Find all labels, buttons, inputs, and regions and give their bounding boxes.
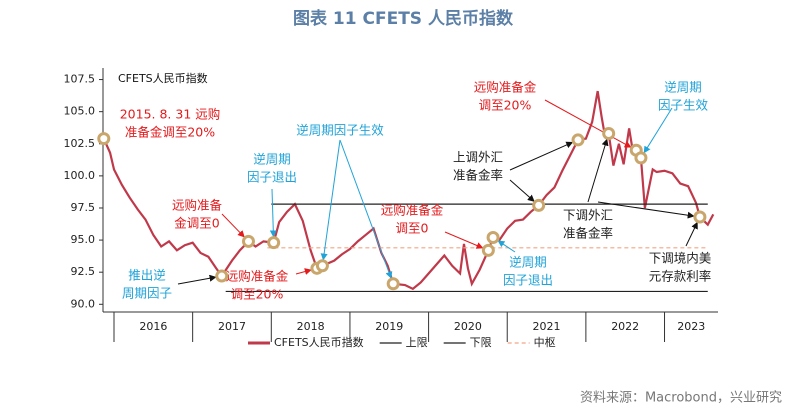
- annotation-arrow: [320, 139, 341, 261]
- event-marker: [215, 269, 229, 283]
- source: 资料来源：Macrobond，兴业研究: [580, 391, 782, 406]
- annotation-arrow: [643, 107, 673, 154]
- annotation-arrow: [597, 201, 695, 219]
- x-tick-label: 2021: [533, 320, 561, 333]
- annotation-text: 逆周期因子生效: [296, 123, 384, 138]
- annotation-text: 逆周期: [253, 152, 291, 167]
- annotation-text: 远购准备金: [226, 269, 289, 284]
- annotation-text: 下调外汇: [563, 208, 613, 223]
- y-tick-label: 92.5: [71, 265, 96, 278]
- legend-label: CFETS人民币指数: [274, 335, 364, 349]
- event-marker: [267, 236, 281, 250]
- annotation-text: 元存款利率: [649, 269, 712, 284]
- x-tick-label: 2017: [218, 320, 246, 333]
- annotation-arrow: [269, 188, 277, 238]
- annotation-text: 周期因子: [122, 286, 172, 301]
- x-tick-label: 2019: [375, 320, 403, 333]
- y-tick-label: 90.0: [71, 297, 96, 310]
- annotation-text: 远购准备: [172, 198, 223, 213]
- y-tick-label: 107.5: [64, 73, 96, 86]
- annotation-text: 因子生效: [658, 98, 709, 113]
- annotation-text: 逆周期: [664, 80, 702, 95]
- event-marker: [386, 277, 400, 291]
- annotation-arrow: [339, 139, 393, 279]
- annotation-text: 调至0: [396, 221, 429, 236]
- annotation-arrow: [685, 221, 698, 247]
- chart-title: 图表 11 CFETS 人民币指数: [293, 8, 514, 29]
- event-marker: [602, 126, 616, 140]
- annotation-text: 远购准备金: [381, 203, 444, 218]
- annotation-arrow: [544, 99, 632, 148]
- x-tick-label: 2016: [139, 320, 167, 333]
- annotation-arrow: [497, 240, 516, 253]
- annotation-arrow: [587, 138, 609, 203]
- index-line: [102, 90, 715, 291]
- event-marker: [571, 133, 585, 147]
- y-tick-label: 97.5: [71, 201, 96, 214]
- annotation-arrow: [444, 231, 484, 249]
- legend-label: 中枢: [534, 335, 556, 349]
- annotation-text: 准备金率: [563, 226, 613, 241]
- legend-label: 上限: [406, 336, 428, 349]
- y-tick-label: 105.0: [64, 105, 96, 118]
- annotation-text: 调至20%: [479, 98, 532, 113]
- annotation-arrow: [177, 274, 217, 285]
- y-tick-label: 100.0: [64, 169, 96, 182]
- annotation-text: 推出逆: [128, 268, 166, 283]
- x-tick-label: 2020: [454, 320, 482, 333]
- y-tick-label: 102.5: [64, 137, 96, 150]
- event-marker: [241, 234, 255, 248]
- event-marker: [481, 243, 495, 257]
- legend-label: 下限: [470, 336, 492, 349]
- annotation-text: 下调境内美: [649, 251, 712, 266]
- annotation-text: 2015. 8. 31 远购: [120, 107, 221, 122]
- series-label: CFETS人民币指数: [118, 71, 208, 85]
- x-tick-label: 2022: [611, 320, 639, 333]
- annotation-text: 上调外汇: [453, 150, 503, 165]
- annotation-arrow: [509, 179, 535, 202]
- event-marker: [315, 259, 329, 273]
- x-tick-label: 2023: [677, 320, 705, 333]
- annotation-text: 准备金率: [453, 168, 503, 183]
- event-marker: [532, 198, 546, 212]
- annotation-arrow: [509, 141, 574, 171]
- annotation-arrow: [295, 268, 312, 275]
- event-marker: [97, 132, 111, 146]
- x-tick-label: 2018: [297, 320, 325, 333]
- annotation-text: 因子退出: [503, 273, 553, 288]
- y-tick-label: 95.0: [71, 233, 96, 246]
- annotation-text: 逆周期: [509, 255, 547, 270]
- event-marker: [486, 231, 500, 245]
- annotation-text: 准备金调至20%: [125, 125, 215, 140]
- event-marker: [693, 210, 707, 224]
- annotation-text: 因子退出: [247, 170, 297, 185]
- event-marker: [634, 151, 648, 165]
- annotation-text: 金调至0: [174, 216, 220, 231]
- annotation-text: 调至20%: [231, 287, 284, 302]
- annotation-text: 远购准备金: [474, 80, 537, 95]
- annotation-arrow: [221, 213, 245, 238]
